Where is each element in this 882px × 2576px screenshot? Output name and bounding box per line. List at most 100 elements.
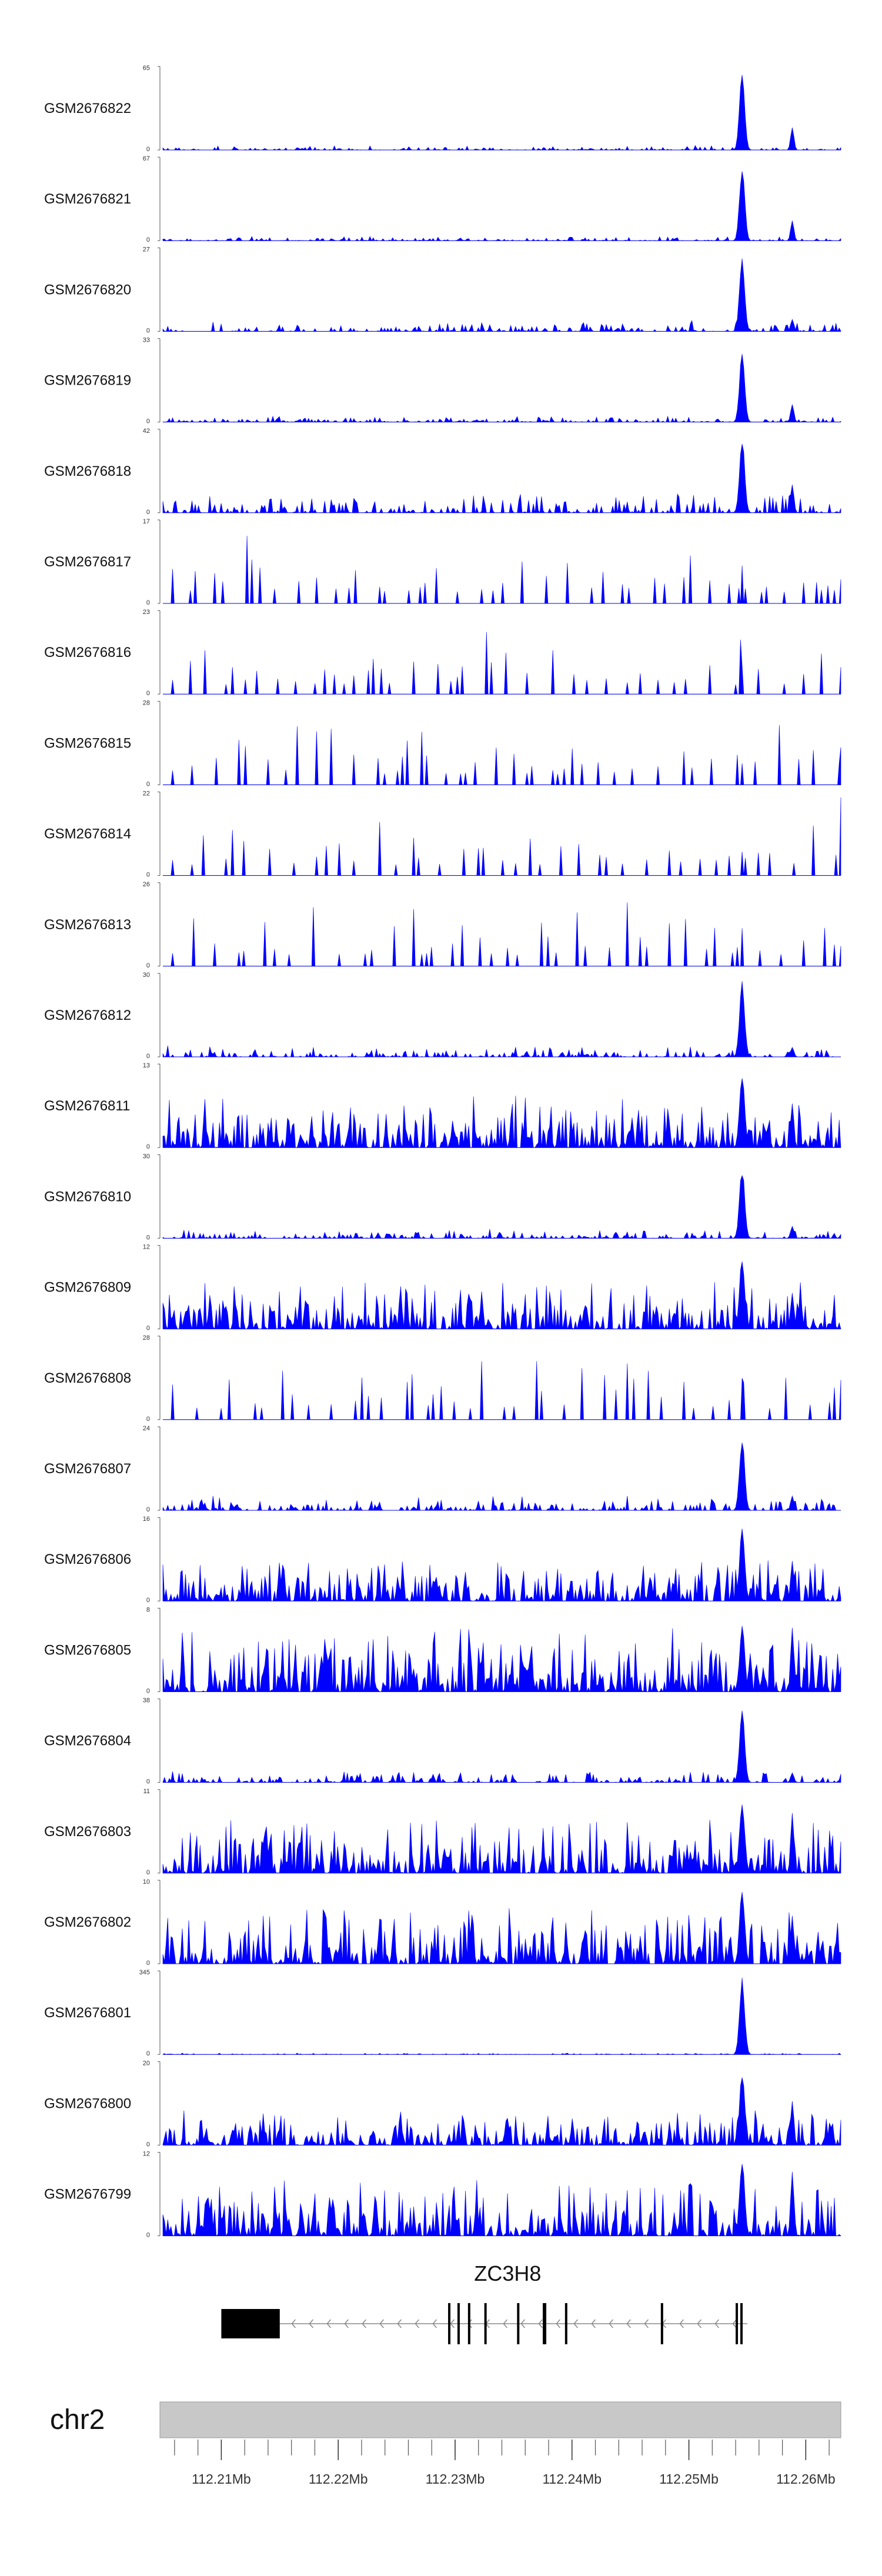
coverage-area-GSM2676817 xyxy=(163,536,841,604)
strand-chevron xyxy=(397,2319,402,2328)
y-min-label: 0 xyxy=(146,2050,150,2057)
y-max-label: 38 xyxy=(143,1697,150,1704)
axis-ticks: 112.21Mb 112.22Mb 112.23Mb 112.24Mb 112.25Mb… xyxy=(174,2440,836,2487)
y-min-label: 0 xyxy=(146,872,150,879)
y-min-label: 0 xyxy=(146,327,150,334)
track-GSM2676819: GSM2676819 33 0 xyxy=(44,337,841,425)
y-max-label: 23 xyxy=(143,609,150,616)
coverage-area-GSM2676807 xyxy=(162,1443,841,1511)
axis-tick-label: 112.22Mb xyxy=(309,2471,368,2487)
y-min-label: 0 xyxy=(146,2232,150,2239)
axis-tick-label: 112.26Mb xyxy=(776,2471,836,2487)
track-GSM2676811: GSM2676811 13 0 xyxy=(44,1062,841,1150)
track-label: GSM2676807 xyxy=(44,1461,131,1477)
gene-exon xyxy=(457,2303,460,2344)
y-min-label: 0 xyxy=(146,1960,150,1967)
y-max-label: 8 xyxy=(146,1606,150,1613)
coverage-area-GSM2676813 xyxy=(163,902,841,967)
strand-chevron xyxy=(326,2319,331,2328)
y-min-label: 0 xyxy=(146,509,150,516)
coverage-area-GSM2676800 xyxy=(162,2077,841,2146)
coverage-area-GSM2676802 xyxy=(162,1892,841,1965)
strand-chevron xyxy=(626,2319,631,2328)
strand-chevron xyxy=(644,2319,649,2328)
track-label: GSM2676801 xyxy=(44,2005,131,2021)
track-GSM2676803: GSM2676803 11 0 xyxy=(44,1788,841,1876)
y-max-label: 12 xyxy=(143,1244,150,1251)
track-label: GSM2676818 xyxy=(44,463,131,479)
track-label: GSM2676800 xyxy=(44,2095,131,2111)
y-min-label: 0 xyxy=(146,690,150,697)
track-label: GSM2676821 xyxy=(44,191,131,207)
coverage-area-GSM2676803 xyxy=(162,1804,841,1874)
track-GSM2676808: GSM2676808 28 0 xyxy=(44,1334,841,1423)
track-label: GSM2676809 xyxy=(44,1280,131,1296)
track-label: GSM2676805 xyxy=(44,1642,131,1658)
track-label: GSM2676819 xyxy=(44,373,131,389)
gene-exon xyxy=(736,2303,739,2344)
coverage-area-GSM2676822 xyxy=(162,75,841,151)
coverage-area-GSM2676810 xyxy=(162,1174,841,1239)
track-label: GSM2676814 xyxy=(44,826,131,842)
axis-tick-label: 112.21Mb xyxy=(192,2471,251,2487)
gene-exon xyxy=(484,2303,487,2344)
y-min-label: 0 xyxy=(146,2141,150,2148)
track-GSM2676804: GSM2676804 38 0 xyxy=(44,1697,841,1786)
y-max-label: 16 xyxy=(143,1516,150,1523)
gene-exon xyxy=(740,2303,743,2344)
coverage-area-GSM2676816 xyxy=(163,632,841,695)
strand-chevron xyxy=(714,2319,719,2328)
y-max-label: 67 xyxy=(143,155,150,162)
track-label: GSM2676810 xyxy=(44,1189,131,1204)
y-min-label: 0 xyxy=(146,1506,150,1513)
gene-exon xyxy=(564,2303,567,2344)
y-max-label: 345 xyxy=(139,1969,150,1976)
y-max-label: 33 xyxy=(143,337,150,344)
strand-chevron xyxy=(344,2319,349,2328)
y-min-label: 0 xyxy=(146,1234,150,1241)
strand-chevron xyxy=(538,2319,543,2328)
track-label: GSM2676804 xyxy=(44,1733,131,1749)
axis-tick-label: 112.25Mb xyxy=(659,2471,719,2487)
track-GSM2676805: GSM2676805 8 0 xyxy=(44,1606,841,1694)
y-max-label: 42 xyxy=(143,428,150,435)
strand-chevron xyxy=(432,2319,437,2328)
track-GSM2676802: GSM2676802 10 0 xyxy=(44,1878,841,1967)
track-GSM2676816: GSM2676816 23 0 xyxy=(44,609,841,697)
y-min-label: 0 xyxy=(146,780,150,788)
y-min-label: 0 xyxy=(146,962,150,969)
track-GSM2676810: GSM2676810 30 0 xyxy=(44,1153,841,1241)
track-label: GSM2676811 xyxy=(44,1098,130,1114)
track-GSM2676821: GSM2676821 67 0 xyxy=(44,155,841,243)
coverage-area-GSM2676809 xyxy=(162,1262,841,1330)
y-min-label: 0 xyxy=(146,236,150,243)
gene-exon xyxy=(448,2303,451,2344)
y-max-label: 65 xyxy=(143,65,150,72)
y-max-label: 26 xyxy=(143,881,150,888)
track-GSM2676818: GSM2676818 42 0 xyxy=(44,428,841,516)
axis-tick-label: 112.24Mb xyxy=(542,2471,602,2487)
coverage-area-GSM2676820 xyxy=(162,258,841,332)
gene-exon xyxy=(467,2303,470,2344)
coverage-area-GSM2676799 xyxy=(162,2164,841,2237)
strand-chevron xyxy=(520,2319,525,2328)
coverage-area-GSM2676808 xyxy=(163,1361,841,1420)
track-GSM2676813: GSM2676813 26 0 xyxy=(44,881,841,969)
y-min-label: 0 xyxy=(146,1416,150,1423)
strand-chevron xyxy=(732,2319,737,2328)
track-label: GSM2676802 xyxy=(44,1914,131,1930)
strand-chevron xyxy=(697,2319,701,2328)
y-min-label: 0 xyxy=(146,146,150,153)
gene-exon xyxy=(221,2309,280,2338)
track-GSM2676815: GSM2676815 28 0 xyxy=(44,699,841,788)
y-max-label: 22 xyxy=(143,790,150,798)
y-max-label: 10 xyxy=(143,1878,150,1886)
strand-chevron xyxy=(415,2319,419,2328)
y-min-label: 0 xyxy=(146,418,150,425)
track-GSM2676800: GSM2676800 20 0 xyxy=(44,2060,841,2148)
coverage-area-GSM2676812 xyxy=(162,981,841,1058)
y-max-label: 30 xyxy=(143,1153,150,1160)
y-max-label: 27 xyxy=(143,246,150,253)
y-min-label: 0 xyxy=(146,1143,150,1150)
y-max-label: 17 xyxy=(143,518,150,525)
